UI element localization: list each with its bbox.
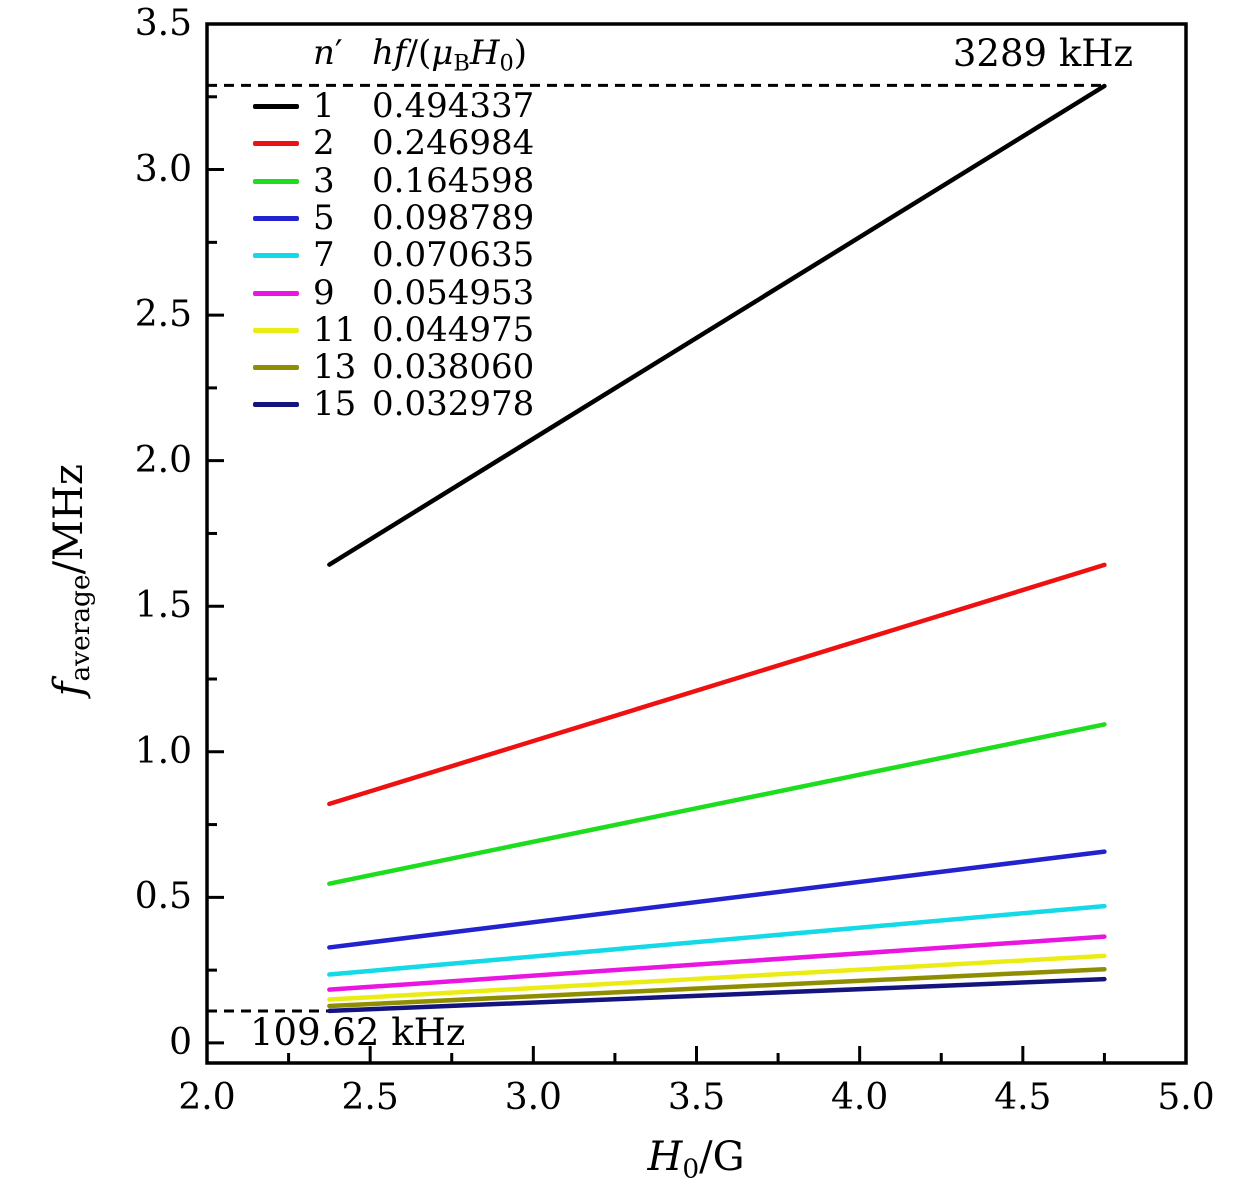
- legend-ratio-value: 0.032978: [372, 384, 535, 425]
- legend-swatch-n3: [253, 178, 299, 184]
- series-line-n7: [327, 903, 1107, 977]
- legend-swatch-n13: [253, 365, 299, 371]
- legend-swatch-n2: [253, 141, 299, 147]
- legend-n-value: 7: [313, 235, 335, 276]
- legend-n-value: 5: [313, 197, 335, 238]
- series-line-n1: [327, 83, 1107, 567]
- y-tick-label: 3.0: [134, 148, 192, 190]
- legend-ratio-value: 0.164598: [372, 160, 535, 201]
- y-tick-label: 0: [169, 1021, 192, 1063]
- x-tick-label: 3.0: [504, 1077, 562, 1118]
- legend-ratio-value: 0.044975: [372, 309, 535, 350]
- y-tick-label: 2.0: [134, 439, 192, 481]
- legend-swatch-n7: [253, 253, 299, 259]
- legend-swatch-n9: [253, 290, 299, 296]
- y-tick-label: 1.0: [134, 730, 192, 772]
- x-tick-label: 4.5: [994, 1077, 1052, 1118]
- series-line-n13: [327, 967, 1107, 1009]
- series-line-n11: [327, 953, 1107, 1002]
- legend-ratio-value: 0.054953: [372, 272, 535, 313]
- legend-n-value: 15: [313, 384, 357, 425]
- legend-n-value: 13: [313, 347, 357, 388]
- legend-ratio-value: 0.494337: [372, 86, 535, 126]
- legend-swatch-n1: [253, 104, 299, 109]
- legend-n-value: 9: [313, 272, 335, 313]
- series-line-n2: [327, 562, 1107, 807]
- x-axis-label: H0/G: [647, 1134, 745, 1185]
- legend-swatch-n11: [253, 327, 299, 333]
- legend-swatch-n5: [253, 215, 299, 221]
- legend-header-n: n′: [313, 33, 343, 73]
- x-tick-label: 2.5: [341, 1077, 399, 1118]
- y-tick-label: 3.5: [134, 3, 192, 44]
- legend-ratio-value: 0.038060: [372, 347, 535, 388]
- legend-n-value: 2: [313, 123, 335, 164]
- y-tick-label: 1.5: [134, 585, 192, 627]
- y-axis-label: faverage/MHz: [45, 464, 97, 697]
- legend-n-value: 3: [313, 160, 335, 201]
- series-line-n9: [327, 934, 1107, 992]
- legend-swatch-n15: [253, 402, 299, 408]
- legend-ratio-value: 0.246984: [372, 123, 535, 164]
- annotation-3289khz: 3289 kHz: [952, 32, 1133, 75]
- x-tick-label: 4.0: [831, 1077, 889, 1118]
- legend-ratio-value: 0.098789: [372, 197, 535, 238]
- x-tick-label: 5.0: [1157, 1077, 1215, 1118]
- legend-header-ratio: hf/(μBH0): [372, 33, 528, 77]
- legend-n-value: 11: [313, 309, 357, 350]
- series-line-n15: [327, 976, 1107, 1014]
- x-tick-label: 3.5: [667, 1077, 726, 1118]
- y-tick-label: 2.5: [134, 294, 192, 336]
- series-line-n5: [327, 849, 1107, 950]
- legend-n-value: 1: [313, 86, 335, 126]
- x-tick-label: 2.0: [178, 1077, 236, 1118]
- legend-ratio-value: 0.070635: [372, 235, 535, 276]
- annotation-109khz: 109.62 kHz: [250, 1011, 466, 1054]
- y-tick-label: 0.5: [134, 876, 192, 918]
- series-line-n3: [327, 722, 1107, 886]
- chart-frame: [205, 22, 1188, 1065]
